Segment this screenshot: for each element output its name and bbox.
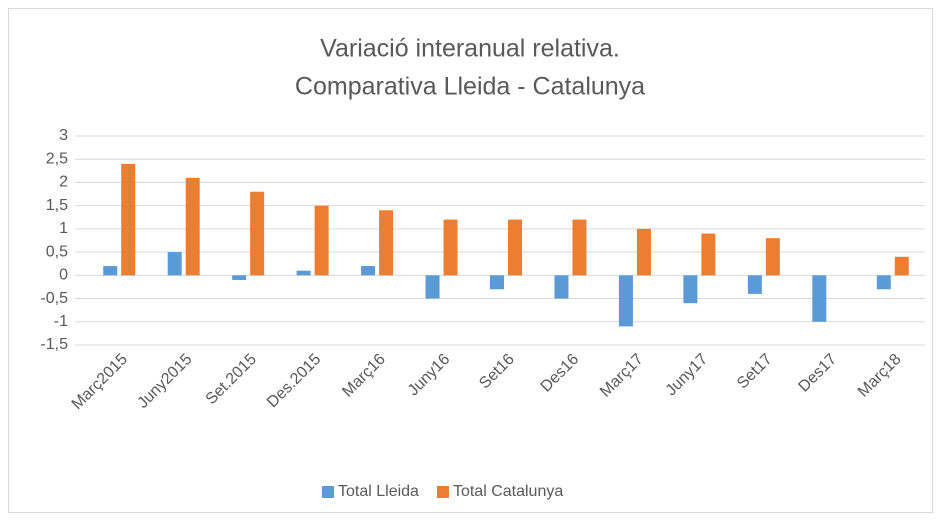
- y-tick-label: 2,5: [46, 150, 68, 167]
- bar: [701, 233, 716, 276]
- bar: [572, 219, 587, 276]
- bar: [250, 191, 265, 276]
- bar: [232, 275, 247, 280]
- legend-label: Total Catalunya: [453, 483, 563, 500]
- y-tick-label: -1: [54, 313, 68, 330]
- y-tick-label: 0: [59, 267, 68, 284]
- bar: [443, 219, 458, 276]
- bar: [894, 256, 909, 276]
- bar: [812, 275, 827, 322]
- bar: [425, 275, 440, 299]
- bar: [314, 205, 329, 276]
- legend-label: Total Lleida: [338, 483, 419, 500]
- bar: [185, 177, 200, 276]
- bar: [876, 275, 891, 290]
- bar: [296, 270, 311, 276]
- bar: [747, 275, 762, 294]
- y-tick-label: 2: [59, 174, 68, 191]
- bar: [121, 163, 136, 276]
- chart-title: Variació interanual relativa.: [320, 35, 620, 63]
- legend-swatch: [436, 486, 449, 498]
- bar: [618, 275, 633, 327]
- bar: [765, 238, 780, 276]
- bar: [683, 275, 698, 304]
- bar: [379, 210, 394, 276]
- bar: [361, 266, 376, 276]
- y-tick-label: -1,5: [40, 336, 68, 353]
- bar: [508, 219, 522, 276]
- y-tick-label: 1: [59, 220, 68, 237]
- y-tick-label: -0,5: [40, 290, 68, 307]
- bar: [490, 275, 504, 290]
- bar: [103, 266, 118, 276]
- bar: [167, 252, 182, 276]
- bar: [636, 228, 651, 276]
- y-tick-label: 1,5: [46, 197, 68, 214]
- chart-title: Comparativa Lleida - Catalunya: [295, 73, 645, 101]
- bar: [554, 275, 569, 299]
- y-tick-label: 0,5: [46, 243, 68, 260]
- y-tick-label: 3: [59, 127, 68, 144]
- legend-swatch: [322, 486, 334, 498]
